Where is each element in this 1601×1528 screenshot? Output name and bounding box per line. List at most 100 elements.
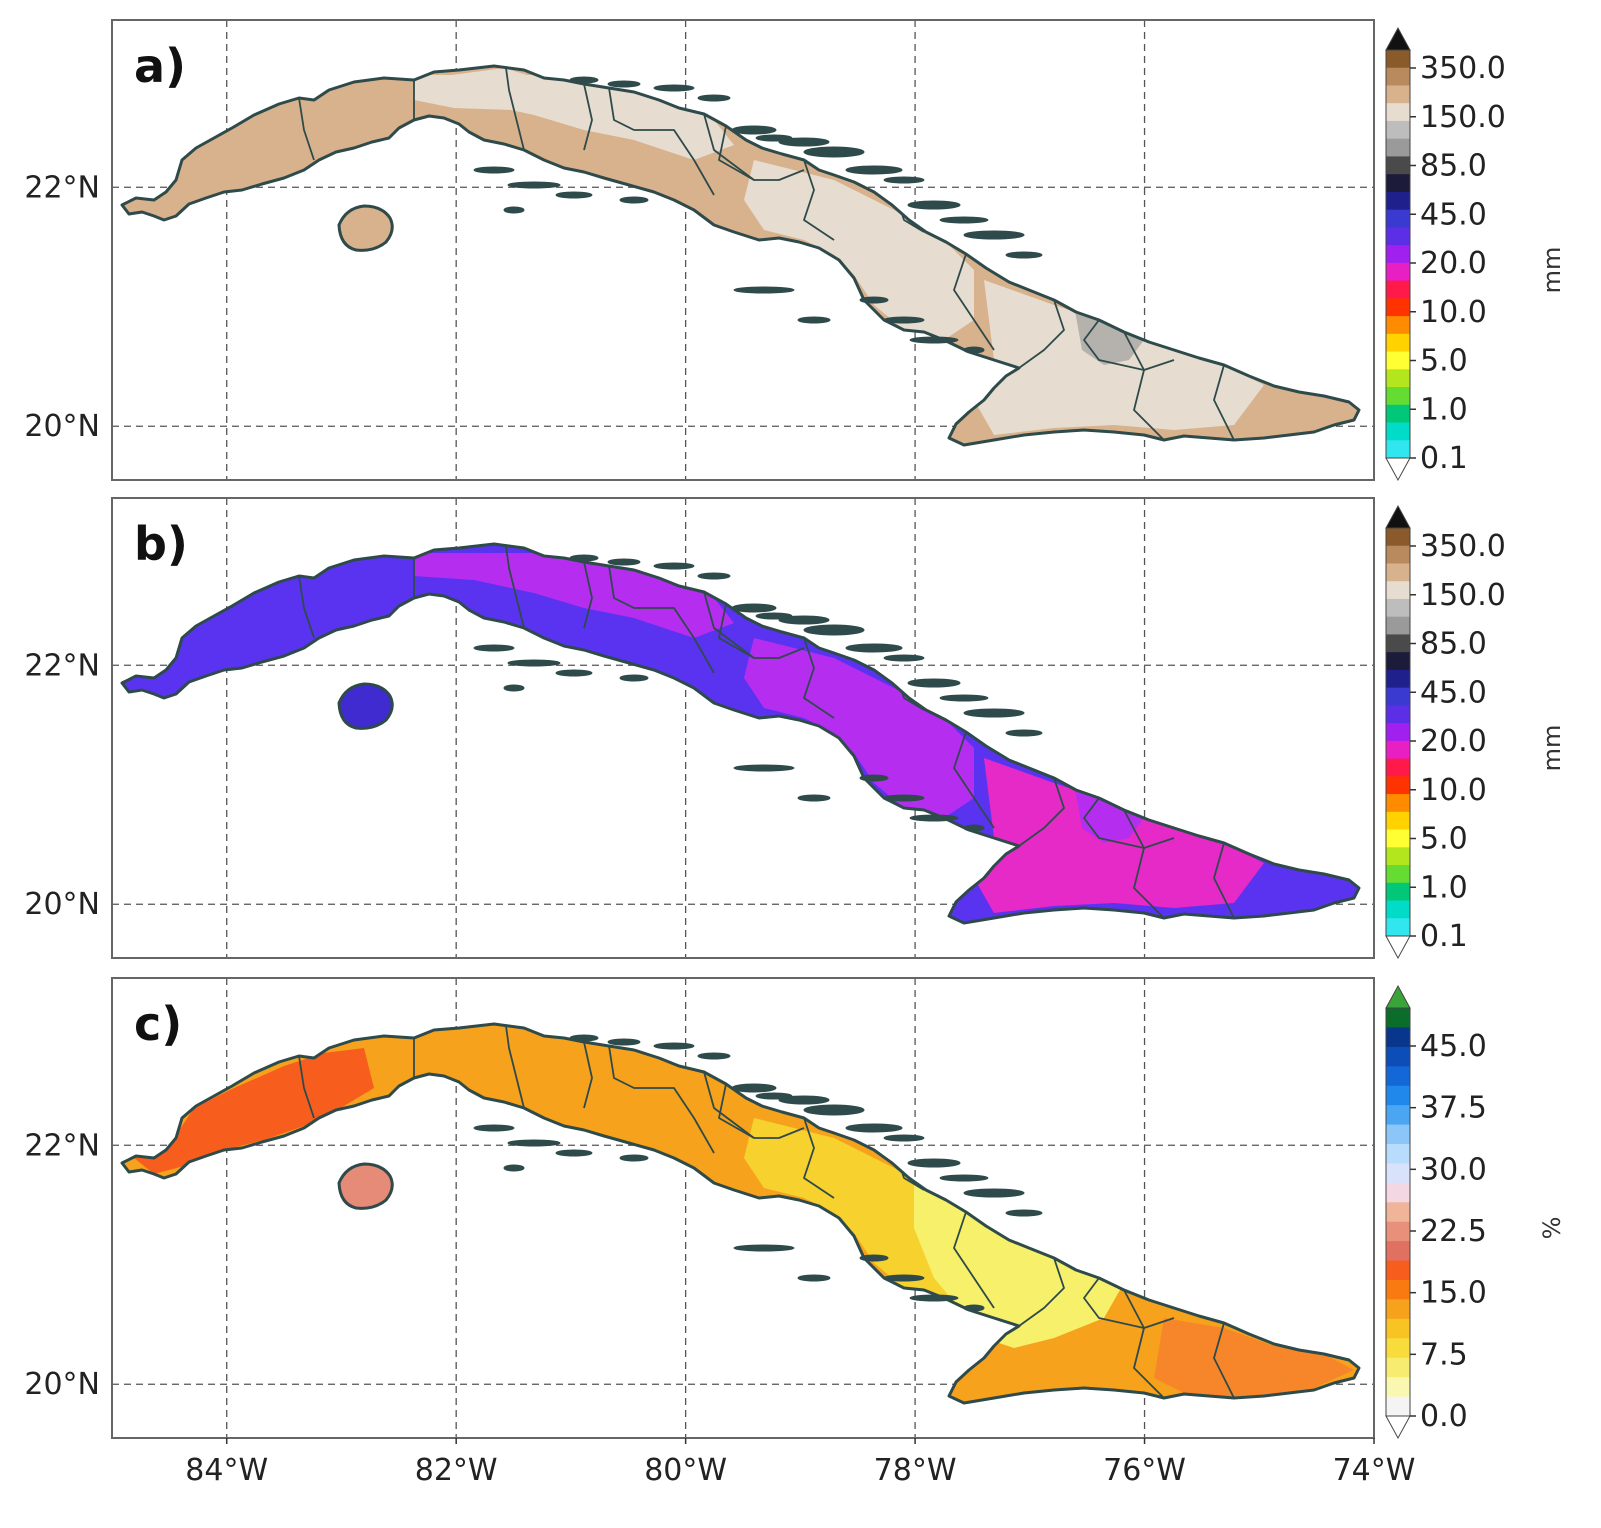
field-patch-island <box>339 1164 393 1209</box>
cay <box>778 1095 830 1105</box>
colorbar-segment <box>1386 918 1410 937</box>
province-line <box>1083 319 1175 371</box>
cay <box>569 554 599 562</box>
cay <box>963 1304 985 1312</box>
colorbar-tick-label: 0.1 <box>1420 441 1468 476</box>
cay <box>555 191 593 199</box>
colorbar-tick-label: 1.0 <box>1420 392 1468 427</box>
colorbar-segment <box>1386 1299 1410 1320</box>
province-line <box>298 97 315 161</box>
cay <box>907 1158 961 1168</box>
colorbar-segment <box>1386 1066 1410 1087</box>
cay <box>845 1123 903 1133</box>
colorbar-tick-label: 150.0 <box>1420 100 1506 135</box>
province-line <box>953 1211 995 1309</box>
colorbar-segment <box>1386 174 1410 193</box>
y-tick-label: 22°N <box>24 1128 100 1163</box>
colorbar-segment <box>1386 422 1410 441</box>
colorbar-segment <box>1386 882 1410 902</box>
colorbar-tick-label: 350.0 <box>1420 529 1506 564</box>
cay <box>555 669 593 677</box>
province-line <box>608 565 715 674</box>
cay <box>803 146 865 158</box>
y-tick-label: 20°N <box>24 409 100 444</box>
cay <box>653 84 695 92</box>
province-line <box>583 83 593 151</box>
colorbar-top-arrow <box>1385 984 1411 1009</box>
colorbar-segment <box>1386 794 1410 813</box>
colorbar-unit-label: mm <box>1538 247 1566 294</box>
cay <box>883 1134 925 1142</box>
cay <box>939 1174 989 1182</box>
colorbar-segment <box>1386 1085 1410 1106</box>
colorbar-tick-label: 5.0 <box>1420 822 1468 857</box>
colorbar-tick-label: 37.5 <box>1420 1091 1487 1126</box>
cay <box>883 654 925 662</box>
cay <box>803 1104 865 1116</box>
province-line <box>298 1055 315 1119</box>
plot-frame <box>111 497 1375 959</box>
colorbar-segment <box>1386 598 1410 618</box>
cay <box>473 1124 515 1132</box>
colorbar-segment <box>1386 120 1410 140</box>
colorbar-segment <box>1386 156 1410 175</box>
province-line <box>1083 797 1175 849</box>
colorbar-segment <box>1386 1357 1410 1378</box>
colorbar-segment <box>1386 351 1410 370</box>
province-line <box>1123 331 1165 441</box>
cay <box>503 1164 525 1172</box>
colorbar-top-arrow <box>1385 504 1411 529</box>
colorbar-segment <box>1386 847 1410 866</box>
cay <box>607 1038 641 1046</box>
panel-label: a) <box>134 39 186 93</box>
map-panel-2: b) 22°N 20°N 350.0 150.0 85.0 45.0 20.0 10.0 5.0 1… <box>24 497 1566 960</box>
x-tick-label: 82°W <box>415 1453 498 1488</box>
cay <box>963 346 985 354</box>
colorbar-top-arrow <box>1385 26 1411 51</box>
colorbar-segment <box>1386 545 1410 564</box>
map-panel-1: a) 22°N 20°N 350.0 150.0 85.0 45.0 20.0 10.0 5.0 1… <box>24 19 1566 482</box>
colorbar-segment <box>1386 1105 1410 1126</box>
colorbar-unit-label: mm <box>1538 725 1566 772</box>
cay <box>907 678 961 688</box>
colorbar-segment <box>1386 387 1410 406</box>
province-line <box>1018 777 1065 847</box>
colorbar-segment <box>1386 687 1410 706</box>
colorbar-bottom-arrow <box>1385 1415 1411 1440</box>
colorbar-segment <box>1386 369 1410 388</box>
colorbar-segment <box>1386 1241 1410 1262</box>
province-line <box>1213 1322 1235 1399</box>
cay <box>473 644 515 652</box>
province-line <box>505 1025 525 1109</box>
cay <box>607 558 641 566</box>
cay <box>733 286 795 294</box>
colorbar-tick-label: 20.0 <box>1420 724 1487 759</box>
province-line <box>1213 364 1235 441</box>
cay <box>569 1034 599 1042</box>
cay <box>939 694 989 702</box>
province-line <box>1018 299 1065 369</box>
province-line <box>953 731 995 829</box>
colorbar-segment <box>1386 1124 1410 1145</box>
cay <box>859 1254 889 1262</box>
province-line <box>583 1041 593 1109</box>
cay <box>1005 1209 1043 1217</box>
colorbar-segment <box>1386 616 1410 635</box>
cay <box>503 206 525 214</box>
colorbar-segment <box>1386 776 1410 795</box>
colorbar-segment <box>1386 227 1410 246</box>
colorbar-segment <box>1386 1221 1410 1242</box>
colorbar-frame <box>1385 527 1411 937</box>
colorbar-segment <box>1386 209 1410 228</box>
cay <box>803 624 865 636</box>
cay <box>883 176 925 184</box>
colorbar-segment <box>1386 829 1410 848</box>
cay <box>963 824 985 832</box>
colorbar-segment <box>1386 85 1410 104</box>
colorbar-segment <box>1386 404 1410 424</box>
colorbar: 45.0 37.5 30.0 22.5 15.0 7.5 0.0% <box>1385 984 1566 1440</box>
colorbar-segment <box>1386 865 1410 884</box>
colorbar-segment <box>1386 1163 1410 1184</box>
cay <box>845 165 903 175</box>
colorbar-segment <box>1386 316 1410 335</box>
